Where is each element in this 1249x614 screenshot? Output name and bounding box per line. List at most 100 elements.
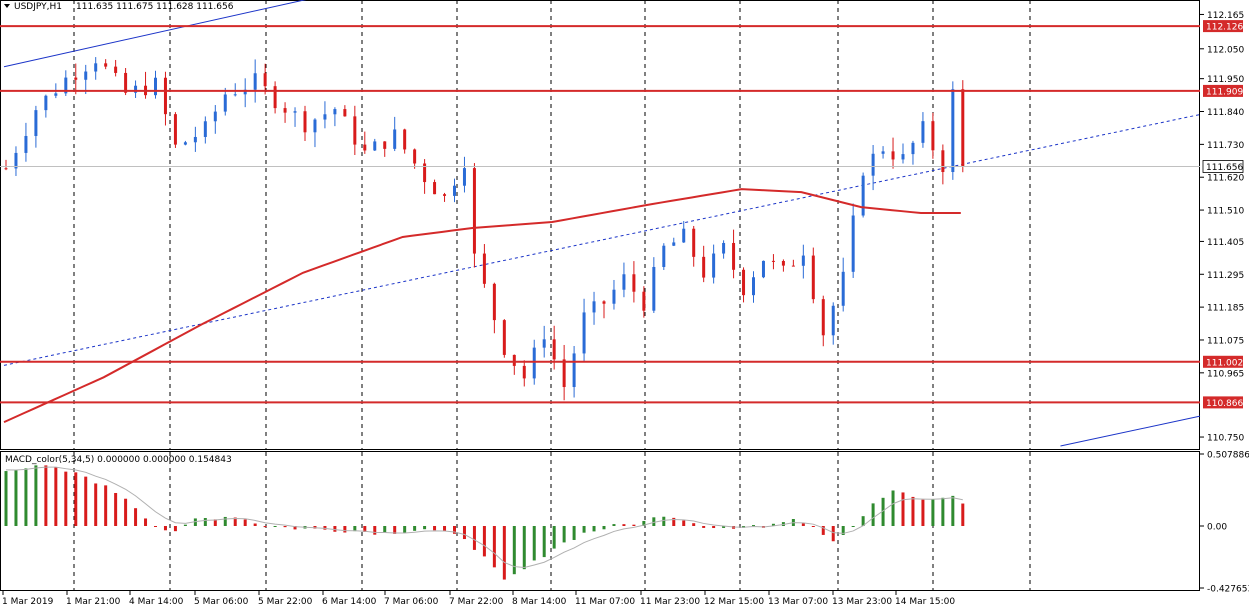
- macd-bar-falling: [433, 526, 437, 531]
- macd-bar-falling: [811, 526, 815, 527]
- bull-candle: [64, 77, 68, 94]
- bull-candle: [373, 141, 377, 151]
- moving-average-line: [3, 188, 961, 424]
- macd-bar-falling: [393, 526, 397, 534]
- bear-candle: [771, 260, 775, 262]
- macd-bar-rising: [662, 516, 666, 526]
- macd-bar-falling: [44, 465, 48, 526]
- trend-line[interactable]: [1060, 415, 1201, 447]
- bear-candle: [263, 73, 267, 87]
- bear-candle: [273, 86, 277, 109]
- macd-bar-falling: [233, 517, 237, 526]
- level-price-label: 111.909: [1206, 87, 1243, 97]
- macd-bar-rising: [861, 516, 865, 526]
- level-price-tag: [1203, 20, 1243, 33]
- bear-candle: [502, 320, 506, 355]
- price-tick-label: 111.295: [1207, 271, 1244, 281]
- bear-candle: [74, 77, 78, 80]
- bull-candle: [213, 111, 217, 122]
- price-tick-label: 112.165: [1207, 11, 1244, 21]
- time-label: 7 Mar 22:00: [449, 597, 504, 607]
- time-label: 5 Mar 22:00: [258, 597, 313, 607]
- macd-bar-rising: [413, 526, 417, 531]
- macd-signal-line: [5, 466, 963, 568]
- macd-bar-falling: [672, 517, 676, 526]
- bull-candle: [801, 255, 805, 266]
- bull-candle: [44, 95, 48, 111]
- chart-symbol: USDJPY,H1: [14, 2, 62, 12]
- bear-candle: [791, 265, 795, 267]
- macd-bar-falling: [94, 483, 98, 526]
- bull-candle: [323, 114, 327, 120]
- macd-bar-falling: [472, 526, 476, 550]
- bull-candle: [333, 109, 337, 115]
- bull-candle: [24, 135, 28, 153]
- macd-bar-falling: [54, 467, 58, 526]
- bear-candle: [931, 121, 935, 151]
- bear-candle: [702, 256, 706, 278]
- macd-bar-falling: [373, 526, 377, 535]
- macd-bar-rising: [34, 465, 38, 526]
- price-tick-label: 110.965: [1207, 369, 1244, 379]
- time-label: 4 Mar 14:00: [129, 597, 184, 607]
- bear-candle: [562, 359, 566, 388]
- bull-candle: [841, 271, 845, 306]
- macd-bar-rising: [353, 526, 357, 532]
- bear-candle: [353, 116, 357, 145]
- bull-candle: [453, 185, 456, 196]
- macd-bar-falling: [462, 526, 466, 540]
- macd-bar-rising: [602, 526, 606, 530]
- macd-bar-falling: [901, 492, 905, 526]
- macd-bar-falling: [443, 526, 447, 532]
- time-label: 12 Mar 15:00: [704, 597, 764, 607]
- price-tick-label: 111.620: [1207, 174, 1244, 184]
- macd-bar-falling: [253, 523, 257, 526]
- time-label: 13 Mar 07:00: [768, 597, 828, 607]
- bull-candle: [532, 347, 536, 379]
- macd-bar-rising: [931, 499, 935, 526]
- bear-candle: [482, 253, 486, 284]
- macd-bar-rising: [642, 520, 646, 526]
- macd-bar-falling: [682, 520, 686, 526]
- bull-candle: [761, 260, 765, 278]
- bear-candle: [891, 151, 895, 160]
- macd-bar-falling: [502, 526, 506, 580]
- macd-bar-falling: [154, 526, 157, 527]
- bear-candle: [642, 291, 646, 311]
- macd-axis-label: 0.507886: [1207, 451, 1249, 461]
- macd-bar-rising: [183, 524, 187, 526]
- bull-candle: [582, 312, 586, 354]
- bull-candle: [193, 136, 197, 143]
- level-price-tag: [1203, 396, 1243, 409]
- bear-candle: [283, 108, 287, 113]
- bear-candle: [104, 63, 108, 67]
- bear-candle: [602, 301, 606, 304]
- macd-bar-falling: [343, 526, 347, 533]
- bull-candle: [84, 71, 88, 80]
- bear-candle: [343, 109, 347, 117]
- bear-candle: [433, 182, 437, 195]
- trend-line[interactable]: [3, 0, 313, 68]
- macd-bar-rising: [851, 526, 855, 527]
- macd-bar-falling: [114, 492, 118, 526]
- bear-candle: [383, 141, 387, 149]
- macd-bar-rising: [841, 526, 845, 535]
- bull-candle: [622, 274, 626, 290]
- macd-axis-label: -0.427653: [1207, 585, 1249, 595]
- bear-candle: [4, 168, 8, 170]
- macd-bar-rising: [542, 526, 546, 558]
- bear-candle: [492, 283, 496, 321]
- dropdown-arrow-icon[interactable]: [4, 4, 10, 8]
- macd-bar-rising: [193, 518, 197, 526]
- bull-candle: [951, 89, 955, 173]
- macd-bar-rising: [891, 490, 895, 526]
- macd-bar-falling: [831, 526, 835, 542]
- bull-candle: [572, 353, 576, 388]
- bear-candle: [363, 144, 367, 151]
- level-price-label: 112.126: [1206, 23, 1243, 33]
- price-tick-label: 111.405: [1207, 238, 1244, 248]
- level-price-tag: [1203, 355, 1243, 368]
- bear-candle: [423, 163, 427, 183]
- level-price-label: 111.002: [1206, 358, 1243, 368]
